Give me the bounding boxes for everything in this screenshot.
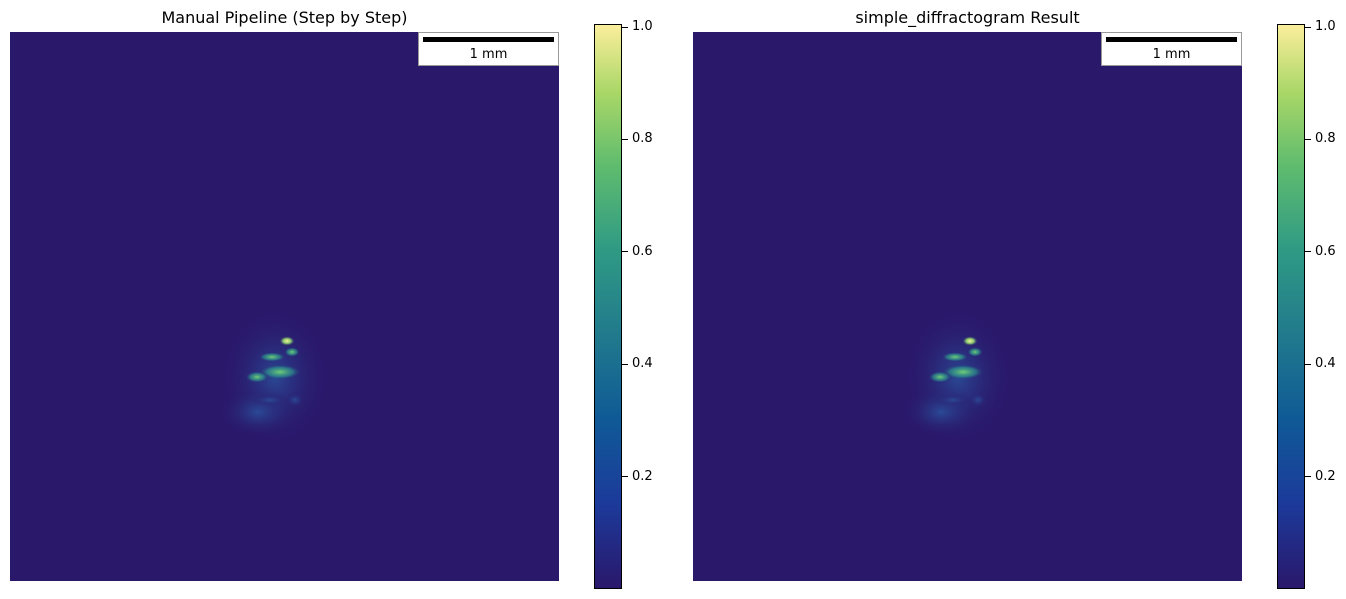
scalebar-simple: 1 mm — [1101, 32, 1242, 66]
tick-label: 0.8 — [632, 131, 653, 146]
tick-label: 1.0 — [1315, 19, 1336, 34]
tick-label: 0.4 — [632, 356, 653, 371]
pattern-group — [218, 307, 330, 447]
tick-label: 0.6 — [632, 244, 653, 259]
colorbar-gradient — [595, 25, 621, 588]
tick-label: 0.4 — [1315, 356, 1336, 371]
scalebar-manual: 1 mm — [418, 32, 559, 66]
tick-label: 0.6 — [1315, 244, 1336, 259]
tick-mark — [1305, 476, 1311, 477]
tick-mark — [1305, 364, 1311, 365]
heatmap-simple: 1 mm — [693, 32, 1242, 581]
tick-mark — [1305, 139, 1311, 140]
diffraction-pattern-simple — [901, 307, 1013, 447]
tick-mark — [622, 139, 628, 140]
scalebar-line — [1106, 37, 1237, 42]
scalebar-line — [423, 37, 554, 42]
tick-mark — [622, 364, 628, 365]
heatmap-manual: 1 mm — [10, 32, 559, 581]
tick-label: 1.0 — [632, 19, 653, 34]
tick-mark — [1305, 27, 1311, 28]
colorbar-manual — [594, 24, 622, 589]
tick-mark — [622, 251, 628, 252]
tick-mark — [1305, 251, 1311, 252]
panel-title-simple: simple_diffractogram Result — [855, 8, 1080, 27]
scalebar-label: 1 mm — [1152, 47, 1191, 62]
diffraction-pattern-manual — [218, 307, 330, 447]
scalebar-label: 1 mm — [469, 47, 508, 62]
colorbar-simple — [1277, 24, 1305, 589]
colorbar-gradient — [1278, 25, 1304, 588]
tick-mark — [622, 476, 628, 477]
tick-label: 0.2 — [1315, 469, 1336, 484]
pattern-group — [901, 307, 1013, 447]
panel-title-manual: Manual Pipeline (Step by Step) — [161, 8, 408, 27]
tick-mark — [622, 27, 628, 28]
tick-label: 0.2 — [632, 469, 653, 484]
tick-label: 0.8 — [1315, 131, 1336, 146]
